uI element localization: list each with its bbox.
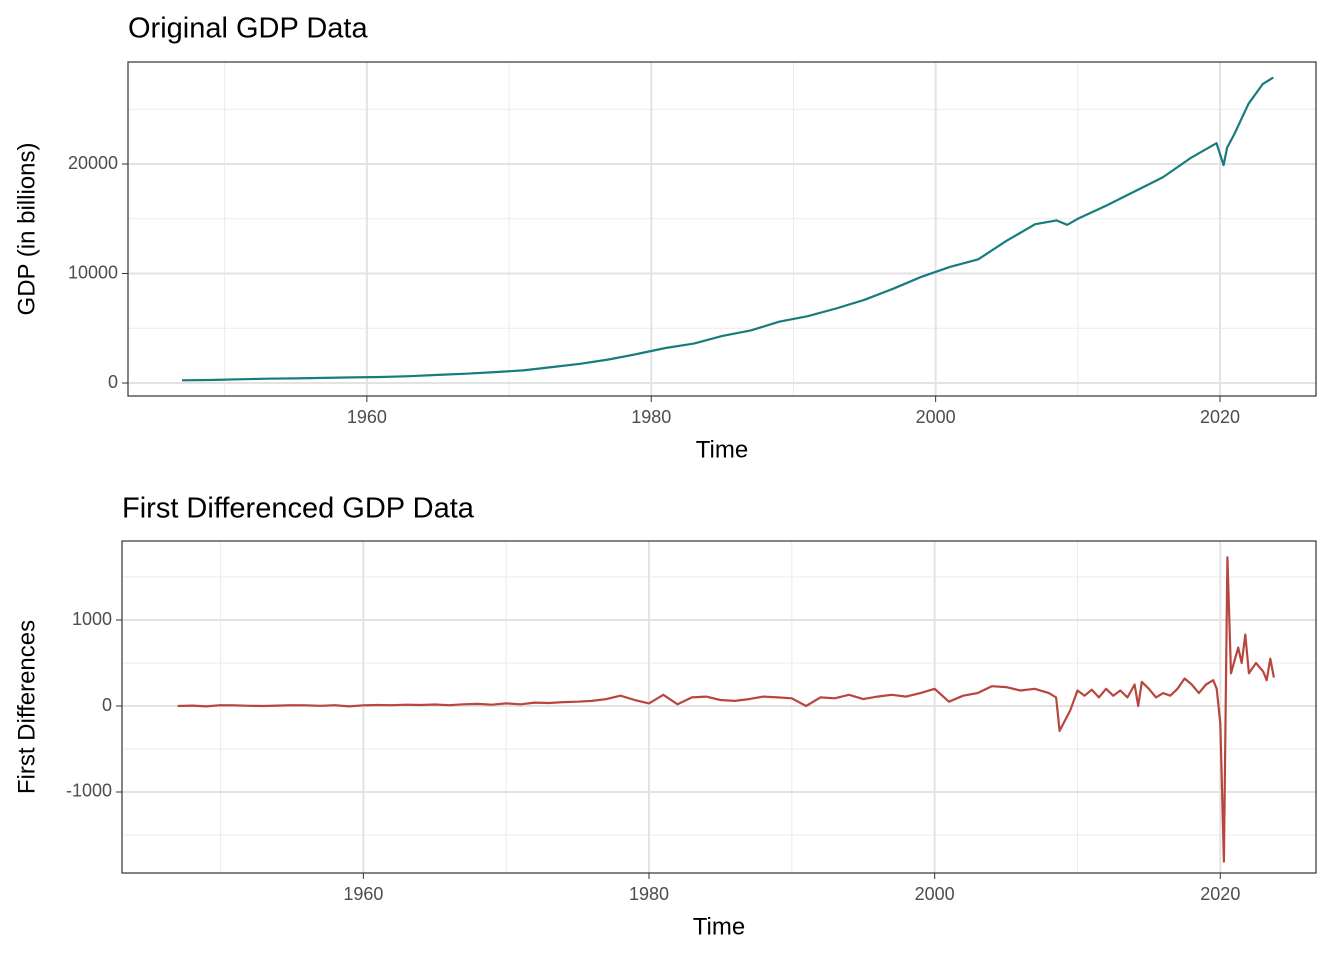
y-axis-title: First Differences <box>13 620 40 794</box>
x-tick-label: 1960 <box>347 407 387 427</box>
y-tick-label: 0 <box>108 372 118 392</box>
y-tick-label: 10000 <box>68 262 118 282</box>
x-tick-label: 1960 <box>343 884 383 904</box>
x-tick-label: 2000 <box>915 884 955 904</box>
x-tick-label: 2020 <box>1200 884 1240 904</box>
plot-border <box>121 540 1317 874</box>
data-line <box>177 556 1275 863</box>
plot-border <box>127 61 1317 397</box>
x-axis-title: Time <box>696 436 748 463</box>
y-axis-title: GDP (in billions) <box>13 143 40 316</box>
y-tick-label: -1000 <box>66 781 112 801</box>
x-axis-title: Time <box>693 913 745 940</box>
x-tick-label: 2020 <box>1200 407 1240 427</box>
y-tick-label: 0 <box>102 695 112 715</box>
data-line <box>181 76 1274 382</box>
chart-title: Original GDP Data <box>128 13 368 45</box>
y-tick-label: 1000 <box>72 609 112 629</box>
x-tick-label: 1980 <box>631 407 671 427</box>
y-tick-label: 20000 <box>68 153 118 173</box>
chart-title: First Differenced GDP Data <box>122 493 475 525</box>
x-tick-label: 1980 <box>629 884 669 904</box>
x-tick-label: 2000 <box>916 407 956 427</box>
